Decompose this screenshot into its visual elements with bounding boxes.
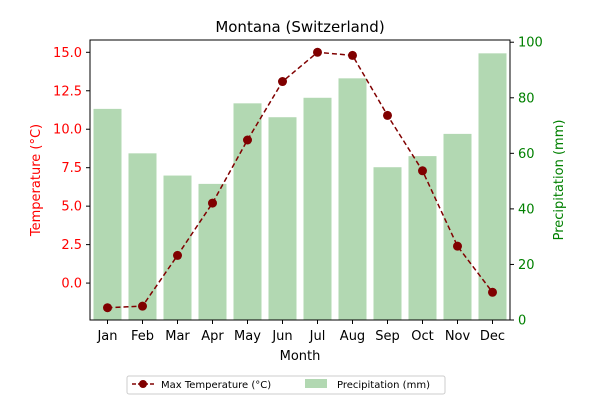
x-tick-label: Dec — [480, 329, 505, 344]
temperature-point — [383, 110, 392, 120]
y-right-tick-label: 100 — [518, 36, 543, 51]
y-right-tick-label: 20 — [518, 258, 535, 273]
y-right-tick-label: 80 — [518, 91, 535, 106]
precipitation-bar — [338, 78, 367, 320]
x-tick-label: Jul — [309, 329, 326, 344]
chart-title: Montana (Switzerland) — [215, 18, 384, 36]
y-right-tick-label: 40 — [518, 202, 535, 217]
legend-entry-temperature: Max Temperature (°C) — [161, 380, 271, 391]
temperature-point — [138, 301, 147, 311]
precipitation-bar — [408, 156, 437, 320]
x-tick-label: Jun — [271, 329, 292, 344]
temperature-line — [107, 51, 494, 309]
precipitation-bar — [443, 133, 472, 320]
x-tick-label: Sep — [375, 329, 400, 344]
temperature-point — [173, 250, 182, 260]
temperature-line-layer — [103, 47, 497, 313]
y-right-tick-label: 0 — [518, 314, 526, 329]
x-axis-label: Month — [280, 349, 321, 364]
x-tick-label: Feb — [131, 329, 154, 344]
temperature-point — [103, 303, 112, 313]
precipitation-bar — [268, 117, 297, 320]
y-left-tick-label: 2.5 — [61, 238, 82, 253]
legend-box — [126, 375, 446, 395]
x-tick-label: May — [234, 329, 261, 344]
y-right-tick-label: 60 — [518, 147, 535, 162]
temperature-point — [313, 47, 322, 57]
plot-frame — [89, 39, 511, 321]
legend: Max Temperature (°C) Precipitation (mm) — [126, 375, 446, 395]
temperature-point — [278, 77, 287, 87]
temperature-point — [418, 166, 427, 176]
precipitation-bar — [478, 53, 507, 320]
precipitation-bar — [373, 167, 402, 320]
y-left-tick-label: 0.0 — [61, 277, 82, 292]
legend-line-marker — [139, 380, 147, 388]
legend-bar-swatch — [305, 379, 327, 388]
y-left-axis: 0.0 2.5 5.0 7.5 10.0 12.5 15.0 — [53, 46, 90, 292]
x-tick-label: Aug — [340, 329, 365, 344]
x-tick-label: Mar — [165, 329, 190, 344]
precipitation-bars — [93, 53, 507, 321]
y-left-tick-label: 15.0 — [53, 46, 82, 61]
precipitation-bar — [128, 153, 157, 320]
y-right-axis: 0 20 40 60 80 100 — [510, 36, 543, 329]
y-left-axis-label: Temperature (°C) — [29, 124, 44, 237]
y-left-tick-label: 12.5 — [53, 84, 82, 99]
precipitation-bar — [93, 108, 122, 320]
x-tick-label: Nov — [445, 329, 471, 344]
y-left-tick-label: 5.0 — [61, 200, 82, 215]
x-axis: Jan Feb Mar Apr May Jun Jul Aug Sep Oct Nov Dec — [96, 320, 505, 344]
precipitation-bar — [163, 175, 192, 320]
precipitation-bar — [303, 97, 332, 321]
temperature-point — [348, 50, 357, 60]
temperature-point — [243, 135, 252, 145]
y-left-tick-label: 7.5 — [61, 161, 82, 176]
y-left-tick-label: 10.0 — [53, 123, 82, 138]
x-tick-label: Oct — [411, 329, 433, 344]
temperature-point — [208, 198, 217, 208]
temperature-point — [488, 287, 497, 297]
x-tick-label: Apr — [201, 329, 224, 344]
x-tick-label: Jan — [96, 329, 117, 344]
temperature-point — [453, 241, 462, 251]
y-right-axis-label: Precipitation (mm) — [552, 120, 567, 241]
legend-entry-precipitation: Precipitation (mm) — [337, 380, 430, 391]
